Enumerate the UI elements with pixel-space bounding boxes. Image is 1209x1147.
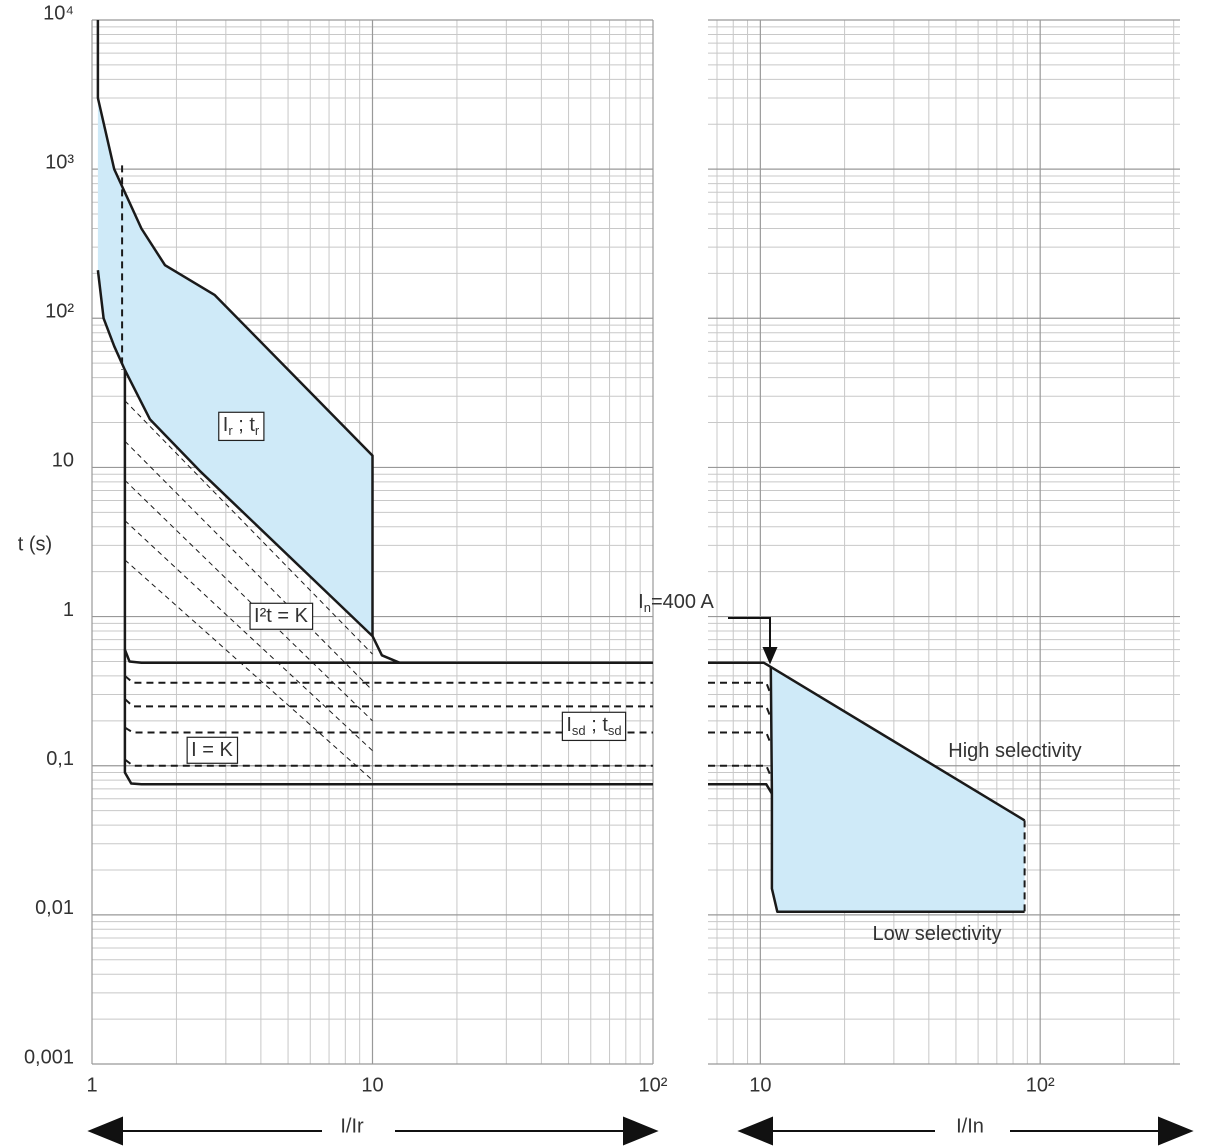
curve <box>124 440 373 691</box>
annotation-part: r <box>228 423 233 438</box>
annotation: Low selectivity <box>873 923 1002 945</box>
curve <box>708 661 1026 822</box>
annotation-part: I <box>223 414 229 436</box>
curve <box>124 758 653 767</box>
y-tick-label: 0,001 <box>24 1046 74 1068</box>
x-axis-label: I/Ir <box>340 1115 364 1137</box>
annotation: In=400 A <box>638 591 714 615</box>
curve <box>708 783 773 795</box>
curve <box>124 675 653 684</box>
x-tick-label: 10² <box>1026 1074 1055 1096</box>
annotation-part: ; t <box>586 714 609 736</box>
annotation-text: High selectivity <box>948 740 1081 762</box>
annotation-text: In=400 A <box>638 591 714 615</box>
annotation-text: Ir ; tr <box>223 414 260 438</box>
curve <box>124 479 373 722</box>
plot-layer <box>96 20 1026 913</box>
x-tick-label: 10² <box>639 1074 668 1096</box>
annotation: High selectivity <box>948 740 1081 762</box>
annotation-text: I²t = K <box>254 605 309 627</box>
y-tick-label: 10³ <box>45 151 74 173</box>
curve <box>96 270 401 664</box>
shaded-region <box>770 666 1025 912</box>
pointer-head <box>762 647 778 665</box>
annotation-part: n <box>644 600 651 615</box>
curve <box>708 705 772 719</box>
annotation-box <box>561 711 627 742</box>
curve <box>708 731 772 745</box>
annotation-part: High selectivity <box>948 740 1081 762</box>
annotation: I²t = K <box>249 602 314 630</box>
annotation: Isd ; tsd <box>561 711 627 742</box>
pointer-line <box>728 617 771 650</box>
y-tick-label: 10⁴ <box>43 2 74 24</box>
y-tick-label: 1 <box>63 599 74 621</box>
grid-layer <box>91 19 1180 1065</box>
annotation-part: I = K <box>191 739 233 761</box>
x-tick-label: 10 <box>361 1074 383 1096</box>
annotation-text: Isd ; tsd <box>566 714 621 738</box>
x-tick-label: 10 <box>749 1074 771 1096</box>
curve <box>124 520 373 752</box>
curve <box>769 666 1025 913</box>
annotation-part: r <box>255 423 260 438</box>
annotation-part: I <box>638 591 644 613</box>
annotation-box <box>249 602 314 630</box>
annotation: Ir ; tr <box>218 411 265 442</box>
annotation-part: =400 A <box>651 591 715 613</box>
shaded-region <box>97 98 373 637</box>
y-tick-label: 10² <box>45 301 74 323</box>
curve <box>96 20 374 637</box>
curve <box>124 698 653 708</box>
annotation-text: Low selectivity <box>873 923 1002 945</box>
curve <box>708 681 772 695</box>
curve <box>124 726 653 734</box>
annotation-part: ; t <box>233 414 256 436</box>
annotation-text: I = K <box>191 739 233 761</box>
annotation-part: I <box>566 714 572 736</box>
annotation-part: sd <box>608 723 622 738</box>
arrow-head <box>623 1116 659 1146</box>
annotation-part: sd <box>572 723 586 738</box>
annotation-part: I²t = K <box>254 605 309 627</box>
y-axis-label: t (s) <box>18 533 52 555</box>
y-tick-label: 0,01 <box>35 897 74 919</box>
y-tick-label: 0,1 <box>46 748 74 770</box>
arrow-head <box>1158 1116 1194 1146</box>
curve <box>123 370 653 665</box>
x-axis-label: I/In <box>956 1115 984 1137</box>
annotation: I = K <box>186 736 239 764</box>
arrow-head <box>87 1116 123 1146</box>
rated-current-pointer <box>728 617 778 665</box>
y-tick-label: 10 <box>52 450 74 472</box>
x-tick-label: 1 <box>86 1074 97 1096</box>
axis-arrows <box>87 1116 1194 1146</box>
annotation-box <box>218 411 265 442</box>
annotation-part: Low selectivity <box>873 923 1002 945</box>
curve <box>123 649 653 786</box>
annotation-box <box>186 736 239 764</box>
curve <box>708 764 772 777</box>
arrow-head <box>737 1116 773 1146</box>
curve <box>124 559 373 781</box>
